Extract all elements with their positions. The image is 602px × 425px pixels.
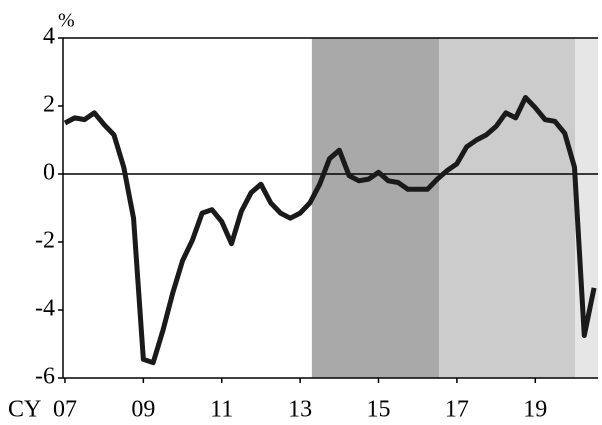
y-unit-label: %	[58, 10, 75, 32]
x-tick-label: 09	[131, 397, 155, 423]
y-tick-label: 4	[43, 24, 55, 50]
shaded-region	[311, 38, 440, 378]
x-tick-label: 19	[523, 397, 547, 423]
x-tick-label: 13	[288, 397, 312, 423]
shaded-region	[439, 38, 576, 378]
x-prefix-label: CY	[8, 397, 41, 423]
y-tick-label: 2	[43, 92, 55, 118]
y-tick-label: 0	[43, 160, 55, 186]
x-tick-label: 15	[367, 397, 391, 423]
y-tick-label: -2	[35, 228, 55, 254]
y-tick-label: -4	[35, 296, 55, 322]
x-tick-label: 17	[445, 397, 469, 423]
data-line	[63, 95, 597, 366]
x-tick-label: 07	[53, 397, 77, 423]
x-tick-label: 11	[210, 397, 233, 423]
y-tick-label: -6	[35, 364, 55, 390]
